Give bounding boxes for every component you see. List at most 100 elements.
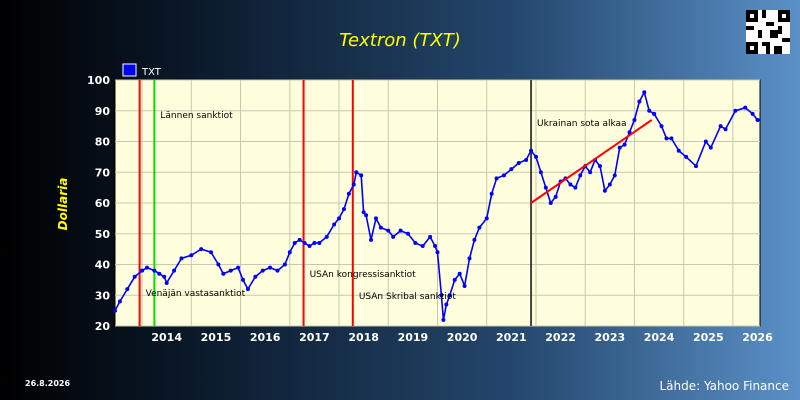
- data-point: [117, 299, 122, 304]
- data-point: [755, 117, 760, 122]
- data-point: [140, 268, 145, 273]
- data-point: [444, 302, 449, 307]
- data-point: [420, 244, 425, 249]
- x-tick-label: 2016: [250, 331, 281, 344]
- data-point: [543, 185, 548, 190]
- data-point: [676, 148, 681, 153]
- data-point: [346, 191, 351, 196]
- data-point: [245, 287, 250, 292]
- data-point: [312, 240, 317, 245]
- data-point: [553, 194, 558, 199]
- y-tick-label: 50: [95, 228, 111, 241]
- y-ticks: 20 30 40 50 60 70 80 90 100: [87, 74, 110, 333]
- data-point: [317, 240, 322, 245]
- x-tick-label: 2019: [398, 331, 429, 344]
- data-point: [573, 185, 578, 190]
- legend-swatch-txt: [122, 63, 137, 77]
- data-point: [703, 139, 708, 144]
- data-point: [441, 317, 446, 322]
- y-tick-label: 70: [95, 166, 111, 179]
- data-point: [472, 237, 477, 242]
- data-point: [568, 182, 573, 187]
- x-tick-label: 2021: [496, 331, 527, 344]
- data-point: [659, 124, 664, 129]
- data-point: [588, 170, 593, 175]
- data-point: [307, 244, 312, 249]
- data-point: [708, 145, 713, 150]
- footer-source: Lähde: Yahoo Finance: [659, 379, 789, 393]
- data-point: [538, 170, 543, 175]
- data-point: [457, 271, 462, 276]
- data-point: [509, 167, 514, 172]
- data-point: [477, 225, 482, 230]
- x-ticks: 2014 2015 2016 2017 2018 2019 2020 2021 2022 2023…: [151, 331, 773, 344]
- data-point: [386, 228, 391, 233]
- data-point: [189, 253, 194, 258]
- data-point: [157, 271, 162, 276]
- data-point: [733, 108, 738, 113]
- data-point: [693, 164, 698, 169]
- data-point: [152, 268, 157, 273]
- data-point: [428, 234, 433, 239]
- data-point: [516, 161, 521, 166]
- data-point: [209, 250, 214, 255]
- data-point: [341, 207, 346, 212]
- x-tick-label: 2017: [299, 331, 330, 344]
- data-point: [533, 154, 538, 159]
- y-tick-label: 90: [95, 105, 111, 118]
- data-point: [359, 173, 364, 178]
- data-point: [435, 250, 440, 255]
- data-point: [413, 240, 418, 245]
- data-point: [364, 213, 369, 218]
- data-point: [113, 308, 117, 313]
- data-point: [602, 188, 607, 193]
- x-tick-label: 2024: [644, 331, 675, 344]
- annotations: Lännen sanktiot Venäjän vastasanktiot USAn…: [146, 111, 627, 302]
- data-point: [172, 268, 177, 273]
- data-point: [647, 108, 652, 113]
- legend: TXT: [122, 63, 162, 78]
- data-point: [268, 265, 273, 270]
- data-point: [637, 99, 642, 104]
- annotation-label: USAn Skribal sanktiot: [359, 292, 457, 302]
- data-point: [684, 154, 689, 159]
- data-point: [652, 111, 657, 116]
- data-point: [354, 170, 359, 175]
- data-point: [378, 225, 383, 230]
- grid: [115, 79, 760, 327]
- data-point: [524, 157, 529, 162]
- legend-label-txt: TXT: [141, 67, 162, 78]
- footer-date: 26.8.2026: [25, 379, 70, 388]
- trend-line: [530, 119, 653, 204]
- data-point: [282, 262, 287, 267]
- data-point: [607, 182, 612, 187]
- data-point: [578, 173, 583, 178]
- data-point: [750, 111, 755, 116]
- data-point: [241, 277, 246, 282]
- data-point: [292, 240, 297, 245]
- data-point: [216, 262, 221, 267]
- data-point: [642, 90, 647, 95]
- data-point: [597, 164, 602, 169]
- data-point: [405, 231, 410, 236]
- data-point: [179, 256, 184, 261]
- x-tick-label: 2020: [447, 331, 478, 344]
- x-tick-label: 2022: [545, 331, 576, 344]
- data-point: [622, 142, 627, 147]
- y-tick-label: 60: [95, 197, 111, 210]
- event-lines: [138, 80, 533, 326]
- data-point: [494, 176, 499, 181]
- data-point: [391, 234, 396, 239]
- data-point: [332, 222, 337, 227]
- data-point: [260, 268, 265, 273]
- y-tick-label: 40: [95, 259, 111, 272]
- chart-title: Textron (TXT): [339, 30, 460, 51]
- annotation-label: Ukrainan sota alkaa: [537, 119, 627, 129]
- series-layer: [113, 90, 760, 322]
- data-point: [632, 117, 637, 122]
- data-point: [612, 173, 617, 178]
- data-point: [501, 173, 506, 178]
- data-point: [199, 247, 204, 252]
